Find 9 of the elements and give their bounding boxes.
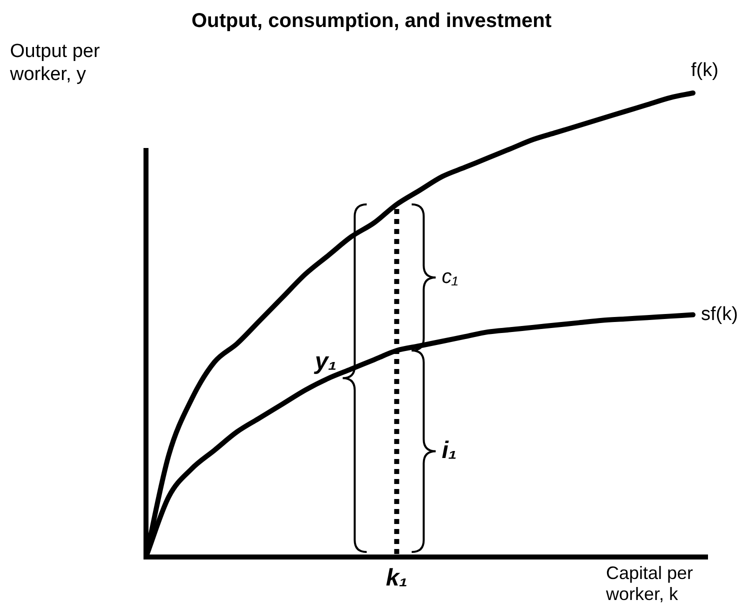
text: k₁ — [386, 564, 408, 592]
x-axis-title: Capital per worker, k — [606, 563, 694, 605]
annotation: c₁ — [442, 266, 458, 288]
annotation: i₁ — [442, 436, 457, 464]
annotation: y₁ — [314, 348, 337, 375]
y-axis-title: Output per worker, y — [10, 40, 101, 86]
series-label: f(k) — [691, 60, 718, 82]
chart-title: Output, consumption, and investment — [190, 10, 552, 33]
series-label: sf(k) — [701, 304, 738, 326]
